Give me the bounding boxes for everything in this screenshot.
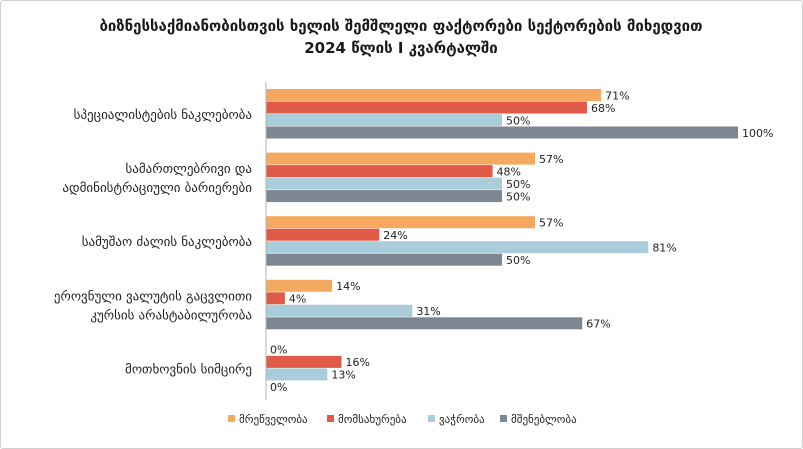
data-label: 48% — [497, 165, 521, 178]
data-label: 57% — [539, 216, 563, 229]
bar — [266, 292, 285, 305]
bar — [266, 177, 502, 190]
category-label: ეროვნული ვალუტის გაცვლითი — [54, 289, 252, 304]
category-label: ადმინისტრაციული ბარიერები — [62, 181, 252, 196]
legend-label: ვაჭრობა — [439, 413, 485, 426]
legend-swatch — [228, 415, 235, 422]
category-label: სამართლებრივი და — [125, 162, 252, 177]
data-label: 68% — [591, 102, 615, 115]
bar — [266, 126, 738, 139]
data-label: 0% — [270, 381, 287, 394]
bar — [266, 279, 333, 292]
legend-swatch — [428, 415, 435, 422]
data-label: 0% — [270, 344, 287, 357]
data-label: 14% — [336, 280, 360, 293]
legend-label: მრეწველობა — [239, 413, 308, 426]
chart-title-line: 2024 წლის I კვარტალში — [304, 39, 498, 57]
category-label: სამუშაო ძალის ნაკლებობა — [82, 235, 252, 250]
bar — [266, 253, 502, 266]
bar — [266, 89, 602, 101]
category-label: მოთხოვნის სიმცირე — [125, 362, 252, 377]
bar — [266, 317, 583, 330]
bar — [266, 355, 342, 368]
legend-label: მომსახურება — [338, 413, 407, 426]
data-label: 81% — [652, 241, 676, 254]
data-label: 100% — [742, 127, 773, 140]
data-label: 16% — [346, 356, 370, 369]
data-label: 57% — [539, 153, 563, 166]
data-label: 50% — [506, 190, 530, 203]
data-label: 13% — [331, 369, 355, 382]
legend-swatch — [327, 415, 334, 422]
data-label: 50% — [506, 114, 530, 127]
category-label: სპეციალისტების ნაკლებობა — [74, 108, 252, 123]
data-label: 4% — [289, 293, 306, 306]
bar — [266, 368, 328, 381]
bar — [266, 165, 493, 178]
bar — [266, 152, 536, 165]
data-label: 31% — [416, 305, 440, 318]
bar — [266, 216, 536, 229]
bar — [266, 101, 587, 114]
bar — [266, 304, 413, 317]
data-label: 24% — [383, 229, 407, 242]
legend-label: მშენებლობა — [511, 413, 577, 426]
legend-swatch — [500, 415, 507, 422]
bar — [266, 228, 380, 241]
bar — [266, 114, 502, 126]
data-label: 67% — [586, 318, 610, 331]
data-label: 71% — [605, 89, 629, 102]
chart-title-line: ბიზნესსაქმიანობისთვის ხელის შემშლელი ფაქ… — [99, 17, 702, 35]
data-label: 50% — [506, 254, 530, 267]
bar — [266, 241, 649, 254]
bar — [266, 190, 502, 203]
category-label: კურსის არასტაბილურობა — [90, 308, 252, 323]
data-label: 50% — [506, 178, 530, 191]
